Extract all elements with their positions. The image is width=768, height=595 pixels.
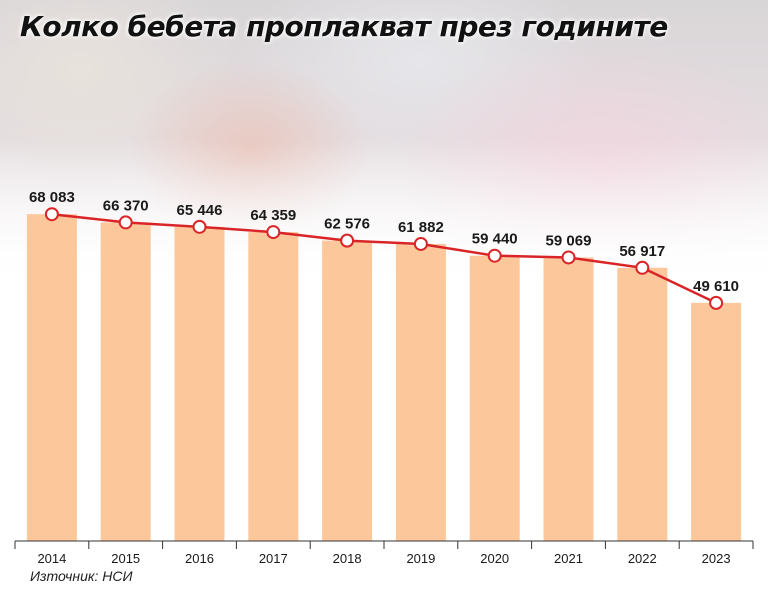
bar-2016 [174,226,225,542]
source-note: Източник: НСИ [30,568,133,584]
data-label-2022: 56 917 [619,243,665,260]
bar-2017 [248,232,299,542]
marker-2022 [635,260,650,275]
marker-2018 [340,233,355,248]
data-label-2023: 49 610 [693,278,739,295]
x-tick-label-2020: 2020 [480,551,509,566]
data-label-2018: 62 576 [324,216,370,233]
marker-2017 [266,225,281,240]
data-label-2020: 59 440 [472,231,518,248]
data-label-2019: 61 882 [398,219,444,236]
x-tick-label-2021: 2021 [554,551,583,566]
x-tick-label-2016: 2016 [185,551,214,566]
data-label-2014: 68 083 [29,189,75,206]
marker-2016 [192,219,207,234]
x-tick-label-2017: 2017 [259,551,288,566]
bar-2023 [691,302,742,541]
marker-2019 [413,236,428,251]
bar-2021 [543,257,594,541]
marker-2014 [44,207,59,222]
bar-2019 [395,243,446,541]
data-label-2015: 66 370 [103,197,149,214]
data-label-2021: 59 069 [546,232,592,249]
marker-2020 [487,248,502,263]
x-tick-label-2019: 2019 [406,551,435,566]
marker-2023 [709,295,724,310]
bar-2014 [26,214,77,541]
data-label-2017: 64 359 [250,207,296,224]
bar-2018 [322,240,373,541]
trend-line [51,212,717,305]
x-tick-label-2014: 2014 [37,551,66,566]
marker-2021 [561,250,576,265]
x-tick-label-2023: 2023 [702,551,731,566]
bar-2020 [469,255,520,542]
chart-title: Колко бебета проплакват през годините [20,10,668,43]
bar-2015 [100,222,151,541]
x-tick-label-2018: 2018 [333,551,362,566]
marker-2015 [118,215,133,230]
x-tick-label-2015: 2015 [111,551,140,566]
x-tick-label-2022: 2022 [628,551,657,566]
bar-2022 [617,267,668,541]
data-label-2016: 65 446 [177,202,223,219]
